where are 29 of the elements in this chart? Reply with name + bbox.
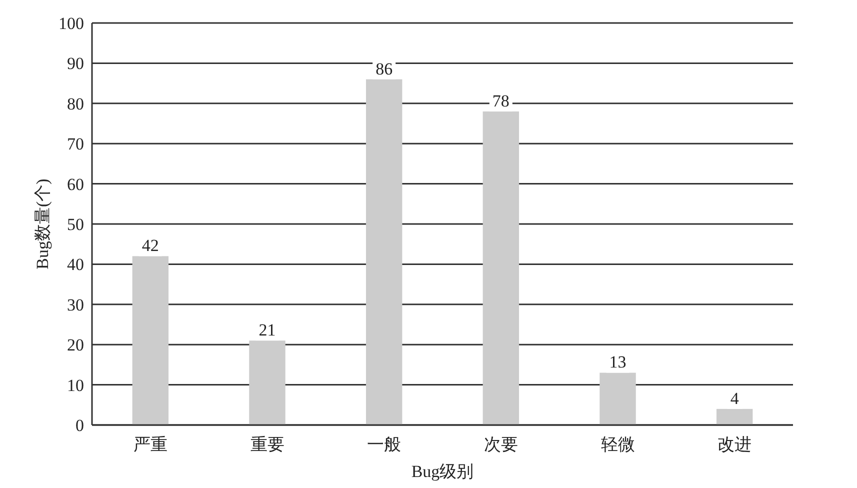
bar [132, 256, 169, 425]
data-label: 86 [376, 59, 393, 78]
y-tick-label: 90 [67, 54, 84, 74]
data-label: 78 [492, 91, 510, 110]
x-tick-label: 严重 [133, 435, 168, 454]
x-tick-label: 重要 [250, 435, 284, 454]
bar [249, 340, 286, 425]
x-tick-label: 次要 [484, 435, 518, 454]
y-tick-label: 50 [67, 215, 84, 234]
x-axis-title: Bug级别 [411, 462, 474, 481]
y-tick-label: 70 [67, 134, 84, 154]
data-label: 13 [609, 352, 626, 372]
y-tick-label: 20 [67, 336, 84, 355]
y-axis-title: Bug数量(个) [33, 178, 52, 270]
bar [716, 408, 753, 425]
bar [600, 372, 636, 425]
y-tick-label: 30 [67, 295, 84, 314]
data-label: 42 [142, 236, 159, 256]
y-tick-label: 0 [76, 416, 84, 435]
y-tick-label: 60 [67, 174, 84, 194]
x-tick-label: 一般 [367, 435, 402, 454]
y-tick-label: 10 [67, 376, 84, 395]
data-label: 21 [258, 320, 276, 340]
y-tick-label: 80 [67, 94, 84, 114]
x-tick-label: 轻微 [600, 435, 635, 454]
y-tick-label: 40 [67, 255, 84, 274]
data-label: 4 [730, 388, 740, 408]
x-tick-label: 改进 [718, 435, 752, 454]
y-tick-label: 100 [58, 14, 84, 33]
